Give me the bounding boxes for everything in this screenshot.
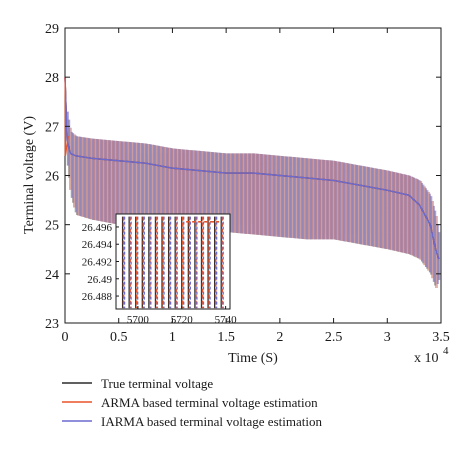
x-tick-label: 3: [384, 330, 391, 345]
x-tick-label: 0: [62, 330, 69, 345]
y-tick-label: 27: [45, 120, 59, 135]
x-tick-label: 2: [276, 330, 283, 345]
y-axis-title: Terminal voltage (V): [22, 116, 37, 234]
inset-x-tick-label: 5740: [215, 314, 238, 326]
initial-transient: [64, 77, 69, 156]
inset-y-tick-label: 26.496: [82, 222, 113, 234]
y-tick-label: 29: [45, 22, 59, 37]
inset-series-3: [123, 216, 224, 309]
main-series-group: [64, 77, 441, 289]
series-line-3: [64, 77, 440, 260]
inset-x-tick-label: 5720: [171, 314, 194, 326]
x-tick-label: 0.5: [110, 330, 128, 345]
inset-series-2: [122, 216, 224, 309]
inset-series-group: [121, 216, 224, 309]
y-tick-label: 28: [45, 71, 59, 86]
x-tick-label: 3.5: [432, 330, 450, 345]
legend: True terminal voltage ARMA based terminal…: [62, 376, 322, 429]
legend-label-2: ARMA based terminal voltage estimation: [101, 395, 318, 410]
x-tick-label: 1.5: [217, 330, 235, 345]
x-tick-label: 1: [169, 330, 176, 345]
legend-label-3: IARMA based terminal voltage estimation: [101, 414, 322, 429]
y-tick-label: 23: [45, 317, 59, 332]
main-axis-ticks: 0 0.5 1 1.5 2 2.5 3 3.5 23 24 25 26 27 28 29: [45, 22, 450, 345]
x-tick-label: 2.5: [325, 330, 343, 345]
y-tick-label: 25: [45, 219, 59, 234]
inset-y-tick-label: 26.492: [82, 257, 112, 269]
legend-label-1: True terminal voltage: [101, 376, 213, 391]
inset-series-1: [121, 216, 222, 309]
inset-y-tick-label: 26.494: [82, 239, 113, 251]
inset-axis-ticks: 5700 5720 5740 26.488 26.49 26.492 26.494 26.49…: [82, 222, 237, 326]
inset-x-tick-label: 5700: [127, 314, 150, 326]
inset-plot-area: [115, 213, 231, 310]
x-multiplier-exponent: 4: [443, 345, 449, 357]
y-tick-label: 26: [45, 170, 59, 185]
inset-y-tick-label: 26.49: [87, 274, 112, 286]
x-axis-title: Time (S): [228, 351, 278, 366]
inset-y-tick-label: 26.488: [82, 291, 113, 303]
y-tick-label: 24: [45, 268, 59, 283]
x-multiplier-label: x 10: [414, 351, 439, 366]
